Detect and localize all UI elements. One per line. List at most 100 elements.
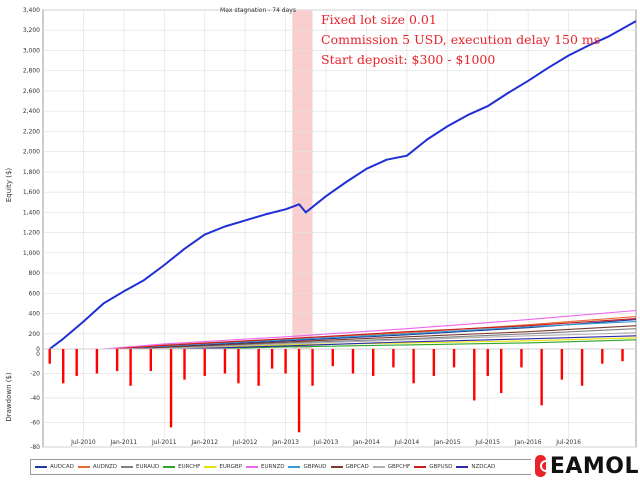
legend-swatch xyxy=(288,466,301,468)
x-tick-label: Jul-2016 xyxy=(555,439,581,446)
drawdown-bar xyxy=(95,349,99,374)
drawdown-bar xyxy=(311,349,314,386)
legend-swatch xyxy=(163,466,176,468)
legend-item-audnzd: AUDNZD xyxy=(77,464,118,470)
drawdown-bar xyxy=(169,349,173,428)
drawdown-bar xyxy=(270,349,274,369)
equity-axis-label: Equity ($) xyxy=(5,168,13,203)
x-tick-label: Jan-2011 xyxy=(110,439,138,446)
legend-item-gbpusd: GBPUSD xyxy=(414,464,452,470)
drawdown-bar xyxy=(580,349,584,386)
legend-label: AUDCAD xyxy=(50,464,74,470)
equity-tick-label: 600 xyxy=(29,290,41,297)
x-tick-label: Jul-2012 xyxy=(232,439,258,446)
strategy-notes: Fixed lot size 0.01 Commission 5 USD, ex… xyxy=(321,10,600,70)
drawdown-bar xyxy=(203,349,206,376)
drawdown-bar xyxy=(371,349,375,376)
equity-plot-frame xyxy=(42,9,637,355)
drawdown-bar xyxy=(75,349,78,376)
equity-tick-label: 800 xyxy=(29,270,41,277)
drawdown-bar xyxy=(601,349,604,364)
drawdown-bar xyxy=(284,349,287,374)
equity-tick-label: 0 xyxy=(36,351,40,358)
legend-item-gbpchf: GBPCHF xyxy=(372,464,411,470)
x-tick-label: Jan-2014 xyxy=(352,439,380,446)
drawdown-axis-label: Drawdown ($) xyxy=(5,372,13,422)
annotation-line-2: Commission 5 USD, execution delay 150 ms xyxy=(321,32,601,47)
x-tick-label: Jan-2015 xyxy=(433,439,461,446)
legend-label: EURCHF xyxy=(178,464,201,470)
drawdown-tick-label: -60 xyxy=(30,420,40,427)
legend-swatch xyxy=(77,466,90,468)
equity-panel: 0 200 400 600 800 1,000 1,200 1,400 1,600 1,800 2,… xyxy=(23,7,637,447)
drawdown-bar xyxy=(500,349,503,394)
drawdown-bar xyxy=(473,349,476,401)
drawdown-bar xyxy=(223,349,227,374)
x-axis: Jul-2010 Jan-2011 Jul-2011 Jan-2012 Jul-2012… xyxy=(70,439,581,446)
legend-swatch xyxy=(456,466,469,468)
x-tick-label: Jan-2013 xyxy=(271,439,299,446)
drawdown-panel: 0 -20 -40 -60 -80 xyxy=(30,346,637,451)
legend-item-eurnzd: EURNZD xyxy=(246,464,284,470)
drawdown-bar xyxy=(62,349,65,384)
legend-label: EURNZD xyxy=(261,464,285,470)
x-tick-label: Jul-2013 xyxy=(313,439,339,446)
eamol-logo: EAMOL xyxy=(531,452,639,480)
drawdown-bar xyxy=(432,349,436,376)
legend-swatch xyxy=(414,466,427,468)
eamol-logo-icon xyxy=(535,455,552,477)
equity-tick-label: 1,400 xyxy=(23,209,40,216)
logo-text: EAMOL xyxy=(549,453,639,479)
drawdown-bar xyxy=(149,349,153,372)
equity-tick-label: 1,800 xyxy=(23,169,40,176)
series-line-total xyxy=(42,20,637,355)
drawdown-bar xyxy=(621,349,624,362)
legend-label: GBPCHF xyxy=(387,464,411,470)
equity-tick-label: 2,600 xyxy=(23,88,40,95)
legend-item-gbpaud: GBPAUD xyxy=(288,464,327,470)
x-tick-label: Jul-2010 xyxy=(70,439,96,446)
legend-item-euraud: EURAUD xyxy=(121,464,159,470)
annotation-line-1: Fixed lot size 0.01 xyxy=(321,12,437,27)
x-tick-label: Jul-2014 xyxy=(394,439,420,446)
annotation-line-3: Start deposit: $300 - $1000 xyxy=(321,52,496,67)
legend-item-eurchf: EURCHF xyxy=(163,464,200,470)
x-tick-label: Jul-2011 xyxy=(151,439,177,446)
legend-swatch xyxy=(35,466,47,468)
legend-label: NZDCAD xyxy=(471,464,496,470)
drawdown-bar xyxy=(183,349,186,380)
legend-label: GBPCAD xyxy=(345,464,369,470)
equity-tick-label: 2,000 xyxy=(23,149,40,156)
drawdown-bar xyxy=(257,349,260,386)
equity-tick-label: 1,200 xyxy=(23,230,40,237)
legend-item-audcad: AUDCAD xyxy=(35,464,74,470)
drawdown-bar xyxy=(412,349,415,384)
equity-tick-label: 2,200 xyxy=(23,128,40,135)
equity-tick-label: 1,600 xyxy=(23,189,40,196)
x-tick-label: Jul-2015 xyxy=(474,439,500,446)
drawdown-bar xyxy=(540,349,543,406)
equity-tick-label: 2,400 xyxy=(23,108,40,115)
x-tick-label: Jan-2016 xyxy=(514,439,542,446)
drawdown-bar xyxy=(115,349,119,372)
drawdown-bar xyxy=(237,349,240,384)
series-line-eurnzd xyxy=(42,309,637,355)
drawdown-bar xyxy=(351,349,355,374)
legend-item-eurgbp: EURGBP xyxy=(204,464,242,470)
drawdown-tick-label: -40 xyxy=(30,395,40,402)
legend-swatch xyxy=(372,466,385,468)
drawdown-bar xyxy=(392,349,395,368)
drawdown-bar xyxy=(560,349,564,380)
equity-tick-label: 200 xyxy=(29,331,41,338)
drawdown-tick-label: -20 xyxy=(30,371,40,378)
legend-swatch xyxy=(246,466,259,468)
legend-item-gbpcad: GBPCAD xyxy=(330,464,369,470)
legend-label: AUDNZD xyxy=(92,464,118,470)
drawdown-tick-label: -80 xyxy=(30,444,40,451)
legend-label: EURGBP xyxy=(219,464,243,470)
legend-swatch xyxy=(204,466,217,468)
legend-label: GBPUSD xyxy=(429,464,453,470)
equity-tick-label: 1,000 xyxy=(23,250,40,257)
equity-tick-label: 3,400 xyxy=(23,7,40,14)
